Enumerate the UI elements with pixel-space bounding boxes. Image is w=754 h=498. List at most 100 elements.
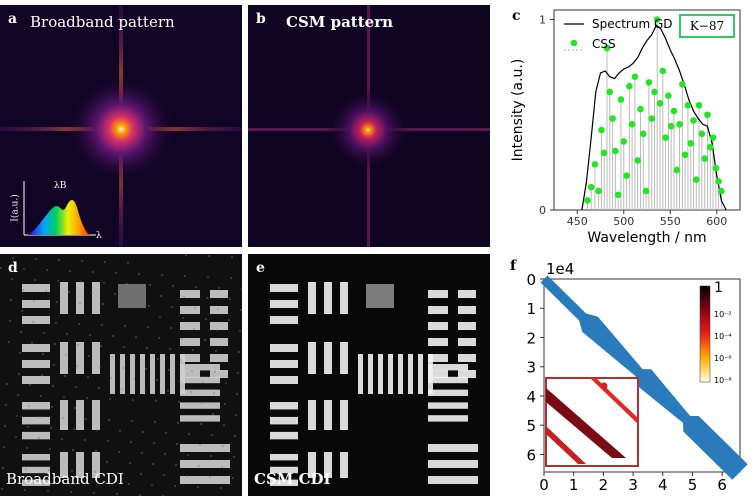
speckle — [46, 269, 48, 271]
speckle — [204, 339, 206, 341]
css-point — [665, 92, 672, 100]
speckle — [241, 288, 242, 290]
speckle — [36, 479, 38, 481]
bar-group-top — [60, 282, 100, 314]
panel-a-title: Broadband pattern — [30, 13, 175, 31]
css-point — [606, 88, 614, 96]
bar — [308, 342, 316, 374]
bar — [270, 344, 298, 352]
speckle — [96, 429, 98, 431]
speckle — [187, 454, 189, 456]
speckle — [192, 349, 194, 351]
bar-group-center — [358, 354, 433, 394]
speckle — [4, 425, 6, 427]
bar-group-right-mid — [428, 364, 468, 422]
bar — [428, 322, 448, 330]
speckle — [65, 354, 67, 356]
y-tick-label: 1 — [539, 14, 546, 27]
bar — [358, 354, 363, 394]
speckle — [221, 466, 223, 468]
panel-d: d Broadband CDI — [0, 254, 242, 496]
k87-badge: K−87 — [679, 14, 735, 38]
speckle — [87, 376, 89, 378]
css-point — [695, 101, 703, 109]
bar-group-right-column — [458, 290, 476, 378]
panel-b-title: CSM pattern — [286, 13, 394, 31]
bar — [22, 360, 50, 368]
speckle — [56, 301, 58, 303]
speckle — [125, 304, 127, 306]
speckle — [74, 407, 76, 409]
bar — [22, 402, 50, 410]
bar — [324, 400, 332, 430]
bar — [308, 282, 316, 314]
speckle — [222, 445, 224, 447]
speckle — [185, 254, 187, 256]
css-point — [600, 149, 608, 157]
speckle — [53, 364, 55, 366]
speckle — [51, 406, 53, 408]
speckle — [81, 260, 83, 262]
colorbar-tick-label: 10⁻⁶ — [714, 354, 732, 363]
speckle — [139, 494, 141, 496]
css-point — [673, 166, 681, 174]
bar — [180, 354, 185, 394]
speckle — [141, 452, 143, 454]
speckle — [103, 282, 105, 284]
speckle — [28, 405, 30, 407]
speckle — [0, 267, 2, 269]
speckle — [182, 317, 184, 319]
speckle — [174, 485, 176, 487]
speckle — [78, 323, 80, 325]
bar — [428, 354, 433, 394]
y-tick-label: 5 — [526, 417, 536, 435]
panel-label-f: f — [510, 258, 517, 274]
speckle — [213, 392, 215, 394]
center-square — [366, 284, 394, 308]
speckle — [58, 259, 60, 261]
panel-label-a: a — [8, 11, 18, 27]
bar-group-lower-left — [270, 402, 298, 440]
speckle — [19, 352, 21, 354]
speckle — [61, 438, 63, 440]
inset-main-diagonal — [546, 388, 626, 458]
bar — [92, 342, 100, 374]
speckle — [130, 441, 132, 443]
speckle — [2, 467, 4, 469]
bar — [388, 354, 393, 394]
bar-group-top-left — [270, 284, 298, 324]
bar — [428, 476, 478, 484]
speckle — [216, 329, 218, 331]
speckle — [16, 415, 18, 417]
speckle — [194, 307, 196, 309]
x-axis-label: Wavelength / nm — [587, 230, 706, 246]
speckle — [49, 448, 51, 450]
css-point — [681, 151, 689, 159]
css-point — [609, 115, 616, 122]
css-point — [679, 80, 686, 88]
bar — [22, 300, 50, 308]
speckle — [220, 487, 222, 489]
bar-group-bottom — [308, 452, 348, 478]
x-tick-label: 6 — [717, 476, 727, 494]
bar — [340, 400, 348, 430]
bar — [270, 416, 298, 425]
speckle — [155, 400, 157, 402]
speckle — [47, 490, 49, 492]
speckle — [156, 379, 158, 381]
bar-group-center — [110, 354, 185, 394]
css-point — [628, 120, 636, 128]
speckle — [115, 272, 117, 274]
speckle — [89, 334, 91, 336]
speckle — [41, 374, 43, 376]
speckle — [34, 279, 36, 281]
speckle — [235, 414, 237, 416]
speckle — [228, 319, 230, 321]
speckle — [106, 461, 108, 463]
speckle — [70, 491, 72, 493]
bar — [60, 400, 68, 430]
speckle — [100, 345, 102, 347]
speckle — [29, 384, 31, 386]
speckle — [121, 388, 123, 390]
colorbar-top-label: 1 — [714, 280, 723, 296]
